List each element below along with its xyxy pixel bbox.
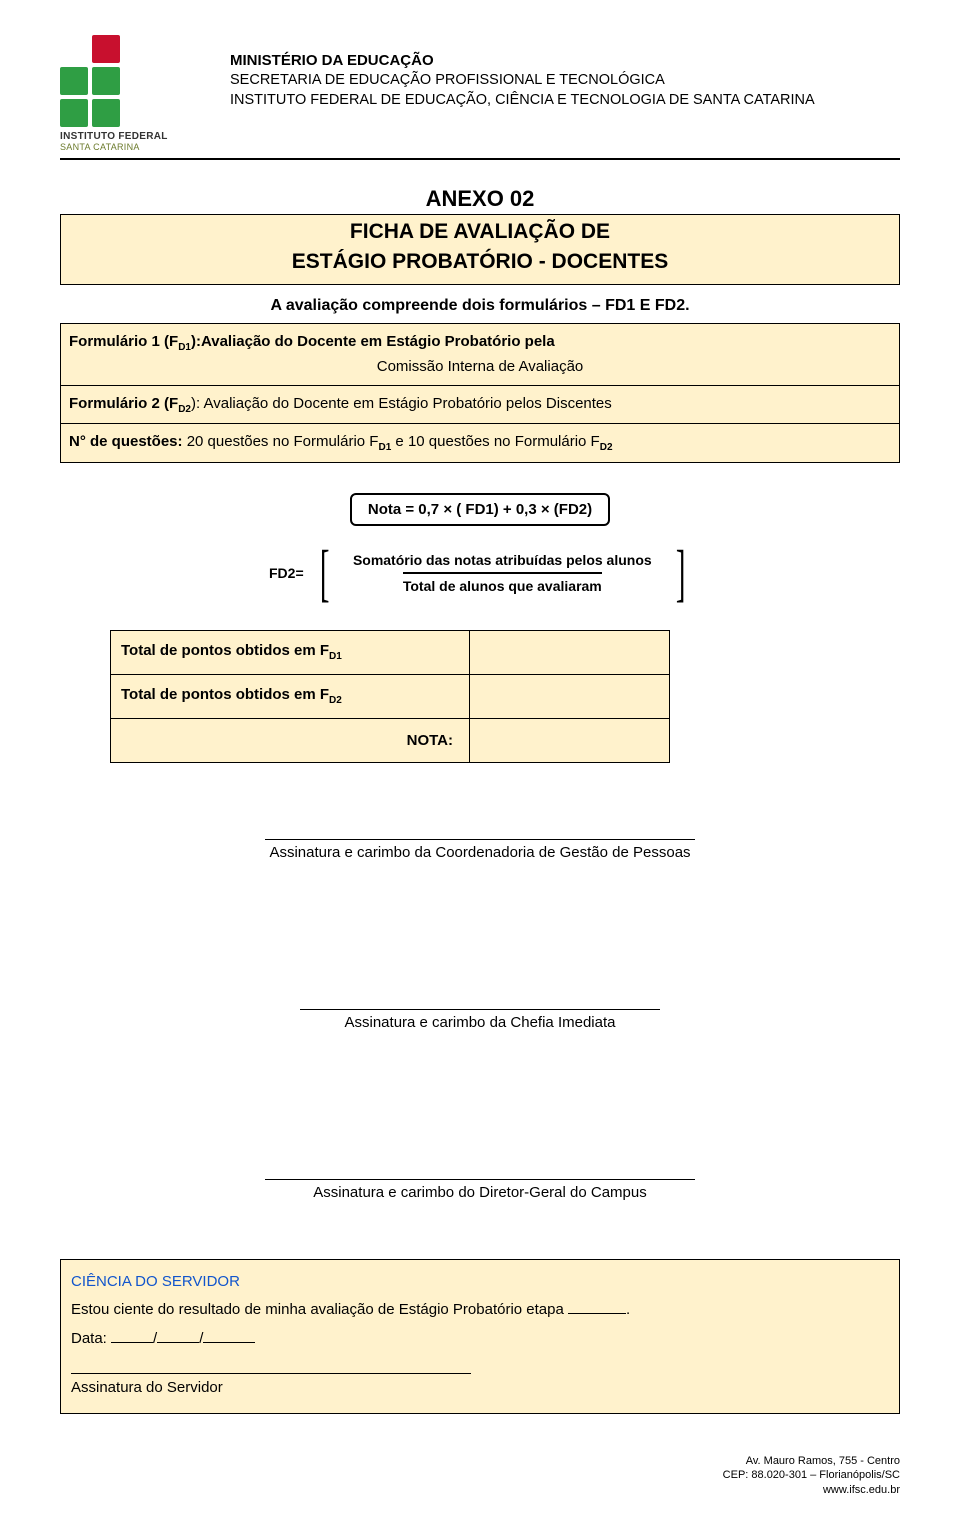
table-row: Total de pontos obtidos em FD1 [111,630,670,674]
formulario-2-box: Formulário 2 (FD2): Avaliação do Docente… [60,385,900,425]
nq-text-2: e 10 questões no Formulário F [391,433,599,450]
data-month-field[interactable] [157,1329,199,1343]
logo-label-1: INSTITUTO FEDERAL [60,131,168,142]
points-table: Total de pontos obtidos em FD1 Total de … [110,630,670,763]
nq-sub-1: D1 [378,442,391,453]
points-fd1-value[interactable] [470,630,670,674]
ministry-line-1: MINISTÉRIO DA EDUCAÇÃO [230,51,815,71]
footer-line-1: Av. Mauro Ramos, 755 - Centro [60,1454,900,1469]
right-bracket-icon: ] [676,557,686,589]
ciencia-servidor-box: CIÊNCIA DO SERVIDOR Estou ciente do resu… [60,1259,900,1414]
nota-value[interactable] [470,718,670,762]
nq-label: N° de questões: [69,433,183,450]
nq-sub-2: D2 [600,442,613,453]
nota-formula: Nota = 0,7 × ( FD1) + 0,3 × (FD2) [350,493,610,526]
data-year-field[interactable] [203,1329,255,1343]
page-footer: Av. Mauro Ramos, 755 - Centro CEP: 88.02… [60,1454,900,1499]
page-header: INSTITUTO FEDERAL SANTA CATARINA MINISTÉ… [60,35,900,152]
ciencia-title: CIÊNCIA DO SERVIDOR [71,1268,889,1297]
data-day-field[interactable] [111,1329,153,1343]
description-boxes: Formulário 1 (FD1):Avaliação do Docente … [60,323,900,463]
footer-line-2: CEP: 88.020-301 – Florianópolis/SC [60,1468,900,1483]
f1-label-a: Formulário 1 (F [69,333,178,350]
institute-logo: INSTITUTO FEDERAL SANTA CATARINA [60,35,210,152]
formulario-1-box: Formulário 1 (FD1):Avaliação do Docente … [60,323,900,386]
fd2-label: FD2= [269,565,304,581]
points-fd2-value[interactable] [470,674,670,718]
table-row: Total de pontos obtidos em FD2 [111,674,670,718]
f2-sub: D2 [178,404,191,415]
intro-text: A avaliação compreende dois formulários … [60,297,900,315]
ministry-line-2: SECRETARIA DE EDUCAÇÃO PROFISSIONAL E TE… [230,71,815,91]
data-line: Data: // [71,1325,889,1354]
points-fd1-label: Total de pontos obtidos em FD1 [111,630,470,674]
left-bracket-icon: [ [319,557,329,589]
nota-label: NOTA: [111,718,470,762]
ministry-line-3: INSTITUTO FEDERAL DE EDUCAÇÃO, CIÊNCIA E… [230,91,815,111]
ciencia-line: Estou ciente do resultado de minha avali… [71,1296,889,1325]
header-divider [60,158,900,160]
signature-block-3: Assinatura e carimbo do Diretor-Geral do… [60,1179,900,1201]
num-questoes-box: N° de questões: 20 questões no Formulári… [60,423,900,463]
points-fd2-label: Total de pontos obtidos em FD2 [111,674,470,718]
fd2-formula: FD2= [ Somatório das notas atribuídas pe… [60,552,900,594]
f2-label-a: Formulário 2 (F [69,395,178,412]
fraction-numerator: Somatório das notas atribuídas pelos alu… [353,552,652,572]
title-line-2: ESTÁGIO PROBATÓRIO - DOCENTES [292,250,668,273]
form-title-box: FICHA DE AVALIAÇÃO DE ESTÁGIO PROBATÓRIO… [60,214,900,285]
ministry-header: MINISTÉRIO DA EDUCAÇÃO SECRETARIA DE EDU… [230,35,815,110]
etapa-field[interactable] [568,1301,626,1315]
servidor-signature-label: Assinatura do Servidor [71,1374,889,1403]
signature-block-1: Assinatura e carimbo da Coordenadoria de… [60,839,900,861]
signature-label-1: Assinatura e carimbo da Coordenadoria de… [60,844,900,861]
title-line-1: FICHA DE AVALIAÇÃO DE [350,220,610,243]
nq-text-1: 20 questões no Formulário F [183,433,379,450]
signature-block-2: Assinatura e carimbo da Chefia Imediata [60,1009,900,1031]
f2-label-b: ): Avaliação do Docente em Estágio Proba… [191,395,612,412]
f1-label-c: Comissão Interna de Avaliação [69,355,891,378]
signature-label-3: Assinatura e carimbo do Diretor-Geral do… [60,1184,900,1201]
f1-label-b: ):Avaliação do Docente em Estágio Probat… [191,333,555,350]
logo-label-2: SANTA CATARINA [60,142,140,152]
signature-label-2: Assinatura e carimbo da Chefia Imediata [60,1014,900,1031]
footer-line-3: www.ifsc.edu.br [60,1483,900,1498]
f1-sub: D1 [178,342,191,353]
fraction-denominator: Total de alunos que avaliaram [403,572,602,594]
anexo-title: ANEXO 02 [60,186,900,212]
table-row: NOTA: [111,718,670,762]
